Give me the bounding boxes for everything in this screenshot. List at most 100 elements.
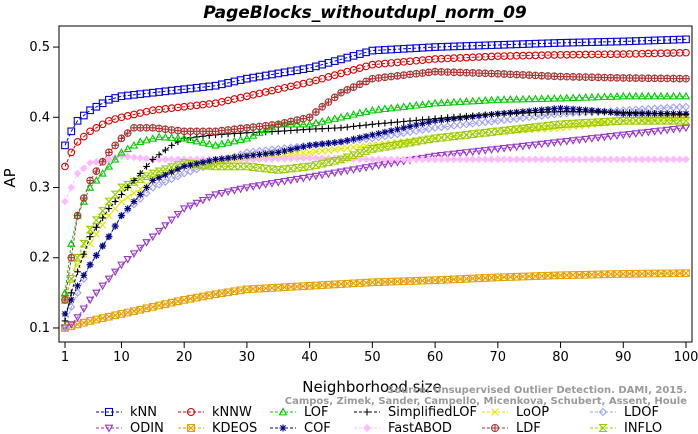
legend-item-odin: ODIN xyxy=(96,421,164,434)
marker-trail-inflo xyxy=(79,116,685,248)
data-point-ldof xyxy=(681,102,691,111)
legend-item-fastabod: FastABOD xyxy=(354,421,452,434)
data-point-ldf xyxy=(67,253,76,262)
legend-label-fastabod: FastABOD xyxy=(388,421,452,434)
data-point-lof xyxy=(556,93,565,102)
data-point-simplifiedlof xyxy=(105,205,113,212)
series-inflo xyxy=(60,116,691,304)
legend-item-ldf: LDF xyxy=(482,421,541,434)
data-point-simplifiedlof xyxy=(86,233,94,240)
data-point-ldf xyxy=(130,123,138,132)
legend-label-knnw: kNNW xyxy=(212,405,252,420)
legend-marker-simplifiedlof xyxy=(363,408,371,416)
data-point-cof xyxy=(67,296,75,304)
marker-trail-ldf xyxy=(79,68,684,202)
data-point-fastabod xyxy=(73,169,82,178)
legend-marker-odin xyxy=(104,424,114,433)
data-point-ldof xyxy=(67,302,76,311)
data-point-loop xyxy=(305,148,314,157)
marker-trail-kdeos xyxy=(67,269,684,331)
series-simplifiedlof xyxy=(61,108,690,325)
legend-marker-kdeos xyxy=(186,423,196,433)
data-point-ldf xyxy=(211,127,220,136)
watermark-line-1: Source: Unsupervised Outlier Detection. … xyxy=(387,385,687,396)
data-point-lof xyxy=(104,162,114,170)
data-point-lof xyxy=(85,183,95,191)
data-point-simplifiedlof xyxy=(682,111,690,118)
legend-label-odin: ODIN xyxy=(130,421,164,434)
data-point-odin xyxy=(556,138,565,147)
data-point-odin xyxy=(305,173,314,182)
x-tick-label: 90 xyxy=(615,350,632,365)
data-point-ldof xyxy=(556,109,565,118)
data-point-lof xyxy=(336,112,346,121)
data-point-ldof xyxy=(148,183,157,192)
data-point-knnw xyxy=(61,162,69,171)
legend-item-simplifiedlof: SimplifiedLOF xyxy=(354,405,477,420)
series-layer xyxy=(60,35,691,333)
plot-frame xyxy=(58,25,693,343)
data-point-fastabod xyxy=(619,155,628,164)
y-tick-label: 0.3 xyxy=(29,181,50,196)
y-axis-label: AP xyxy=(1,168,19,187)
data-point-fastabod xyxy=(105,155,113,164)
y-tick-label: 0.2 xyxy=(29,251,50,266)
data-point-fastabod xyxy=(682,155,690,164)
data-point-odin xyxy=(117,261,126,270)
legend-label-knn: kNN xyxy=(130,405,157,420)
data-point-simplifiedlof xyxy=(369,121,376,128)
x-tick-label: 70 xyxy=(490,350,507,365)
data-point-inflo xyxy=(210,162,221,171)
x-tick-label: 20 xyxy=(176,350,193,365)
data-point-fastabod xyxy=(86,159,94,167)
y-tick-label: 0.1 xyxy=(29,321,50,336)
data-point-fastabod xyxy=(368,155,377,164)
series-kdeos xyxy=(61,269,690,332)
data-point-simplifiedlof xyxy=(274,128,282,135)
legend-item-inflo: INFLO xyxy=(590,421,662,434)
data-point-ldf xyxy=(318,102,327,111)
data-point-odin xyxy=(619,131,628,140)
data-point-simplifiedlof xyxy=(431,115,439,122)
data-point-simplifiedlof xyxy=(118,191,125,198)
legend-label-ldof: LDOF xyxy=(624,405,659,420)
x-tick-label: 60 xyxy=(427,350,444,365)
data-point-odin xyxy=(493,145,503,154)
data-point-knnw xyxy=(67,148,76,157)
data-point-odin xyxy=(85,296,95,305)
series-line-simplifiedlof xyxy=(64,111,687,322)
data-point-ldf xyxy=(556,72,565,81)
data-point-fastabod xyxy=(61,197,69,206)
legend-item-lof: LOF xyxy=(270,405,329,420)
data-point-odin xyxy=(67,321,76,329)
data-point-lof xyxy=(368,105,377,114)
data-point-inflo xyxy=(555,120,566,129)
data-point-simplifiedlof xyxy=(67,289,75,297)
y-tick-label: 0.5 xyxy=(29,40,50,55)
legend-label-cof: COF xyxy=(304,421,331,434)
data-point-odin xyxy=(368,163,377,171)
marker-trail-simplifiedlof xyxy=(80,108,684,258)
data-point-lof xyxy=(136,137,145,146)
data-point-fastabod xyxy=(556,155,565,164)
data-point-cof xyxy=(337,138,345,146)
x-tick-label: 1 xyxy=(61,350,69,365)
data-point-simplifiedlof xyxy=(168,142,175,149)
data-point-fastabod xyxy=(431,155,439,164)
data-point-knn xyxy=(61,141,69,150)
series-line-knn xyxy=(64,38,687,146)
x-tick-label: 80 xyxy=(552,350,569,365)
data-point-simplifiedlof xyxy=(619,109,627,116)
data-point-ldf xyxy=(431,67,439,76)
marker-trail-ldof xyxy=(79,103,684,283)
data-point-ldof xyxy=(180,169,189,178)
data-point-fastabod xyxy=(67,183,76,192)
data-point-cof xyxy=(86,261,94,269)
series-line-cof xyxy=(64,107,686,315)
data-point-kdeos xyxy=(86,317,94,325)
y-axis: 0.1 0.2 0.3 0.4 0.5 xyxy=(29,40,60,336)
legend-marker-ldof xyxy=(598,407,608,417)
legend-item-kdeos: KDEOS xyxy=(178,421,257,434)
data-point-ldof xyxy=(431,123,440,132)
